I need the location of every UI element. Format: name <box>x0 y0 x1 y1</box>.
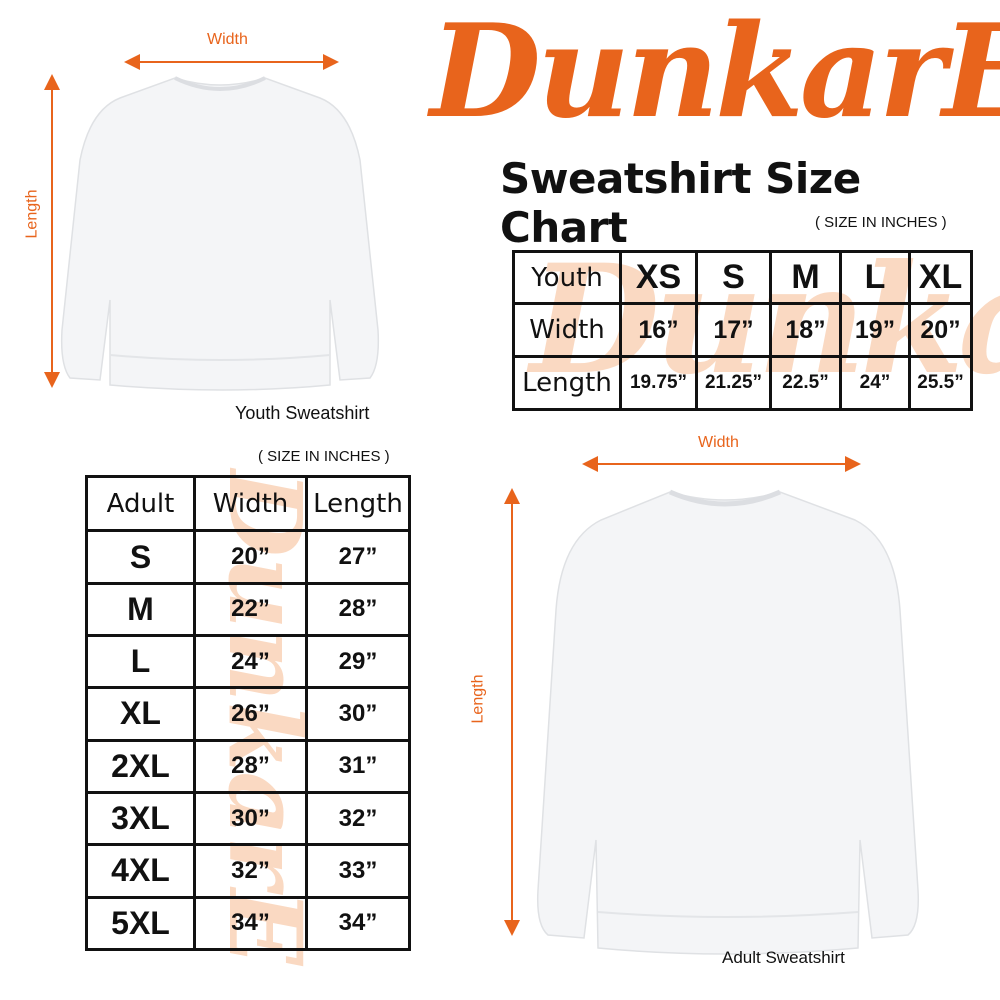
table-row: Length 19.75” 21.25” 22.5” 24” 25.5” <box>512 355 973 411</box>
table-cell: 24” <box>193 633 308 690</box>
header-cell: Length <box>305 474 411 533</box>
table-cell: 28” <box>193 738 308 794</box>
header-cell: Width <box>193 474 308 533</box>
table-row: 4XL 32” 33” <box>85 843 411 899</box>
table-cell: 19.75” <box>619 355 698 411</box>
table-cell: 27” <box>305 529 411 585</box>
table-cell: 32” <box>305 790 411 847</box>
table-cell: 16” <box>619 302 698 358</box>
table-row: Width 16” 17” 18” 19” 20” <box>512 302 973 358</box>
table-row: 2XL 28” 31” <box>85 738 411 794</box>
header-cell: L <box>839 250 911 305</box>
table-cell: 24” <box>839 355 911 411</box>
table-cell: 26” <box>193 686 308 742</box>
header-cell: Youth <box>512 250 622 305</box>
header-cell: S <box>695 250 772 305</box>
table-cell: 29” <box>305 633 411 690</box>
adult-width-label: Width <box>698 434 739 451</box>
table-cell: 22” <box>193 581 308 638</box>
size-label: L <box>85 633 196 690</box>
row-label: Length <box>512 355 622 411</box>
adult-size-table: Adult Width Length S 20” 27” M 22” 28” L 24” 29”… <box>85 474 411 952</box>
youth-length-label: Length <box>23 189 41 239</box>
size-label: 5XL <box>85 895 196 952</box>
table-cell: 33” <box>305 843 411 899</box>
table-cell: 30” <box>305 686 411 742</box>
adult-sweatshirt-image <box>504 456 920 955</box>
size-label: S <box>85 529 196 585</box>
table-row: 5XL 34” 34” <box>85 895 411 952</box>
youth-caption: Youth Sweatshirt <box>235 403 370 423</box>
table-cell: 34” <box>305 895 411 952</box>
table-row: M 22” 28” <box>85 581 411 638</box>
table-header-row: Adult Width Length <box>85 474 411 533</box>
size-label: M <box>85 581 196 638</box>
youth-sweatshirt-image <box>44 54 380 391</box>
table-row: L 24” 29” <box>85 633 411 690</box>
header-cell: M <box>769 250 842 305</box>
table-cell: 22.5” <box>769 355 842 411</box>
table-cell: 19” <box>839 302 911 358</box>
header-cell: XL <box>908 250 973 305</box>
size-label: 2XL <box>85 738 196 794</box>
youth-units-note: ( SIZE IN INCHES ) <box>815 214 947 231</box>
table-cell: 34” <box>193 895 308 952</box>
table-header-row: Youth XS S M L XL <box>512 250 973 305</box>
adult-units-note: ( SIZE IN INCHES ) <box>258 448 390 465</box>
brand-logo: DunkarE <box>430 0 1000 147</box>
table-cell: 31” <box>305 738 411 794</box>
header-cell: Adult <box>85 474 196 533</box>
table-cell: 20” <box>193 529 308 585</box>
size-label: 4XL <box>85 843 196 899</box>
table-cell: 28” <box>305 581 411 638</box>
header-cell: XS <box>619 250 698 305</box>
table-cell: 18” <box>769 302 842 358</box>
table-cell: 32” <box>193 843 308 899</box>
adult-length-label: Length <box>469 674 487 724</box>
size-label: 3XL <box>85 790 196 847</box>
table-cell: 21.25” <box>695 355 772 411</box>
table-row: S 20” 27” <box>85 529 411 585</box>
size-label: XL <box>85 686 196 742</box>
table-cell: 25.5” <box>908 355 973 411</box>
youth-size-table: Youth XS S M L XL Width 16” 17” 18” 19” … <box>512 250 973 411</box>
table-cell: 17” <box>695 302 772 358</box>
page-title: Sweatshirt Size Chart <box>500 154 861 252</box>
table-row: 3XL 30” 32” <box>85 790 411 847</box>
table-cell: 30” <box>193 790 308 847</box>
adult-caption: Adult Sweatshirt <box>722 948 845 967</box>
row-label: Width <box>512 302 622 358</box>
youth-width-label: Width <box>207 31 248 48</box>
table-cell: 20” <box>908 302 973 358</box>
table-row: XL 26” 30” <box>85 686 411 742</box>
